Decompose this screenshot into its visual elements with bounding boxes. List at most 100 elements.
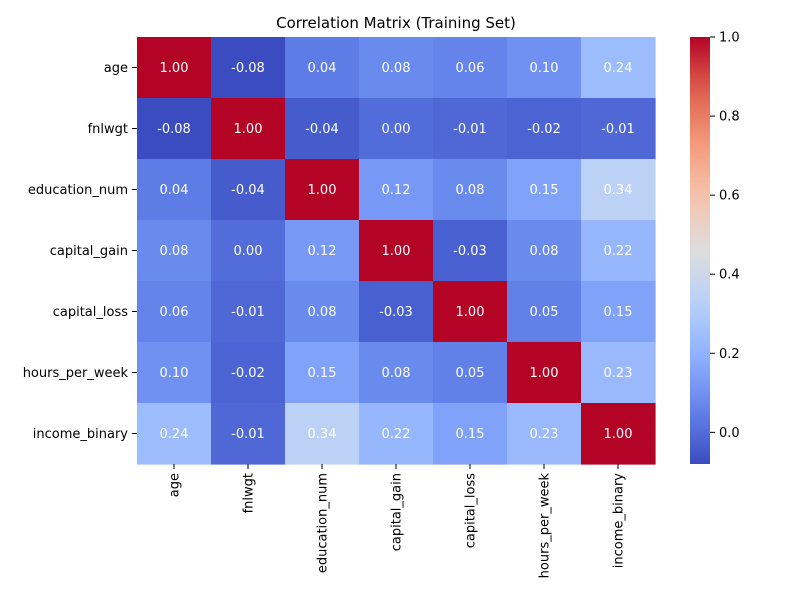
colorbar-gradient bbox=[690, 37, 710, 464]
cell-value-label: 0.34 bbox=[604, 183, 633, 198]
row-label: income_binary bbox=[33, 427, 129, 442]
heatmap-cells bbox=[137, 37, 656, 465]
cell-value-label: 0.12 bbox=[308, 244, 337, 259]
cell-value-label: 0.08 bbox=[382, 61, 411, 76]
heatmap-cell bbox=[581, 403, 656, 465]
heatmap-cell bbox=[581, 220, 656, 282]
cell-value-label: 0.08 bbox=[160, 244, 189, 259]
colorbar-tick-label: 0.6 bbox=[719, 189, 740, 204]
heatmap-cell bbox=[285, 342, 360, 404]
colorbar-ticks: 0.0 0.2 0.4 0.6 0.8 1.0 bbox=[710, 31, 740, 441]
cell-value-label: 0.12 bbox=[382, 183, 411, 198]
cell-value-label: -0.02 bbox=[527, 122, 561, 137]
cell-value-label: -0.08 bbox=[157, 122, 191, 137]
heatmap-cell bbox=[581, 159, 656, 221]
cell-value-label: -0.01 bbox=[601, 122, 635, 137]
colorbar-tick-label: 0.2 bbox=[719, 347, 740, 362]
cell-value-label: 1.00 bbox=[456, 305, 485, 320]
heatmap-cell bbox=[137, 159, 212, 221]
colorbar-tick-label: 0.4 bbox=[719, 268, 740, 283]
cell-value-label: 0.24 bbox=[160, 427, 189, 442]
row-axis-labels: age fnlwgt education_num capital_gaincapita… bbox=[23, 61, 137, 442]
cell-value-label: 0.22 bbox=[382, 427, 411, 442]
heatmap-cell bbox=[137, 281, 212, 343]
cell-value-label: 1.00 bbox=[604, 427, 633, 442]
cell-value-label: 0.15 bbox=[456, 427, 485, 442]
heatmap-cell bbox=[581, 37, 656, 99]
cell-value-label: 0.05 bbox=[456, 366, 485, 381]
column-label: hours_per_week bbox=[538, 473, 553, 579]
cell-value-label: 0.10 bbox=[530, 61, 559, 76]
heatmap-cell bbox=[581, 281, 656, 343]
heatmap-cell bbox=[507, 159, 582, 221]
cell-value-label: -0.01 bbox=[231, 305, 265, 320]
heatmap-cell bbox=[137, 98, 212, 160]
heatmap-cell bbox=[433, 98, 508, 160]
heatmap-cell bbox=[433, 342, 508, 404]
cell-value-label: 0.08 bbox=[382, 366, 411, 381]
heatmap-cell bbox=[137, 342, 212, 404]
cell-value-label: -0.04 bbox=[231, 183, 265, 198]
heatmap-cell bbox=[507, 37, 582, 99]
colorbar: 0.0 0.2 0.4 0.6 0.8 1.0 bbox=[690, 31, 740, 464]
column-label: capital_loss bbox=[464, 473, 479, 548]
heatmap-cell bbox=[137, 37, 212, 99]
cell-value-label: 0.08 bbox=[530, 244, 559, 259]
heatmap-cell bbox=[285, 98, 360, 160]
cell-value-label: 0.04 bbox=[160, 183, 189, 198]
heatmap-value-labels: 1.00 -0.08 0.04 0.08 0.06 0.10 0.24 -0.08 1.00 -0… bbox=[157, 61, 635, 442]
cell-value-label: -0.02 bbox=[231, 366, 265, 381]
heatmap-cell bbox=[507, 98, 582, 160]
colorbar-tick-label: 0.0 bbox=[719, 426, 740, 441]
cell-value-label: 0.23 bbox=[604, 366, 633, 381]
cell-value-label: -0.03 bbox=[453, 244, 487, 259]
heatmap-cell bbox=[359, 98, 434, 160]
heatmap-cell bbox=[433, 159, 508, 221]
heatmap-cell bbox=[285, 403, 360, 465]
row-label: education_num bbox=[28, 183, 128, 198]
column-label: age bbox=[168, 473, 183, 497]
heatmap-cell bbox=[507, 281, 582, 343]
heatmap-cell bbox=[359, 37, 434, 99]
column-label: education_num bbox=[316, 473, 331, 573]
cell-value-label: 1.00 bbox=[160, 61, 189, 76]
cell-value-label: 0.15 bbox=[604, 305, 633, 320]
cell-value-label: 0.23 bbox=[530, 427, 559, 442]
cell-value-label: 0.08 bbox=[308, 305, 337, 320]
cell-value-label: 0.34 bbox=[308, 427, 337, 442]
cell-value-label: 0.10 bbox=[160, 366, 189, 381]
heatmap-cell bbox=[285, 37, 360, 99]
cell-value-label: -0.08 bbox=[231, 61, 265, 76]
row-label: capital_gain bbox=[50, 244, 128, 259]
heatmap-cell bbox=[137, 403, 212, 465]
heatmap-cell bbox=[433, 220, 508, 282]
cell-value-label: 0.15 bbox=[530, 183, 559, 198]
heatmap-cell bbox=[211, 342, 286, 404]
cell-value-label: 0.08 bbox=[456, 183, 485, 198]
colorbar-tick-label: 1.0 bbox=[719, 31, 740, 46]
cell-value-label: 0.00 bbox=[382, 122, 411, 137]
heatmap-cell bbox=[285, 220, 360, 282]
row-label: capital_loss bbox=[53, 305, 128, 320]
heatmap-cell bbox=[359, 220, 434, 282]
heatmap-cell bbox=[359, 342, 434, 404]
heatmap-cell bbox=[211, 159, 286, 221]
column-label: capital_gain bbox=[390, 473, 405, 551]
heatmap-cell bbox=[359, 281, 434, 343]
row-label: hours_per_week bbox=[23, 366, 129, 381]
chart-title: Correlation Matrix (Training Set) bbox=[276, 14, 516, 32]
heatmap-cell bbox=[507, 220, 582, 282]
heatmap-cell bbox=[507, 403, 582, 465]
cell-value-label: 1.00 bbox=[530, 366, 559, 381]
heatmap-cell bbox=[211, 220, 286, 282]
heatmap-cell bbox=[359, 159, 434, 221]
row-label: age bbox=[104, 61, 128, 76]
heatmap-cell bbox=[581, 98, 656, 160]
cell-value-label: 0.22 bbox=[604, 244, 633, 259]
cell-value-label: 0.00 bbox=[234, 244, 263, 259]
cell-value-label: 0.15 bbox=[308, 366, 337, 381]
heatmap-cell bbox=[285, 159, 360, 221]
heatmap-cell bbox=[581, 342, 656, 404]
cell-value-label: 1.00 bbox=[234, 122, 263, 137]
